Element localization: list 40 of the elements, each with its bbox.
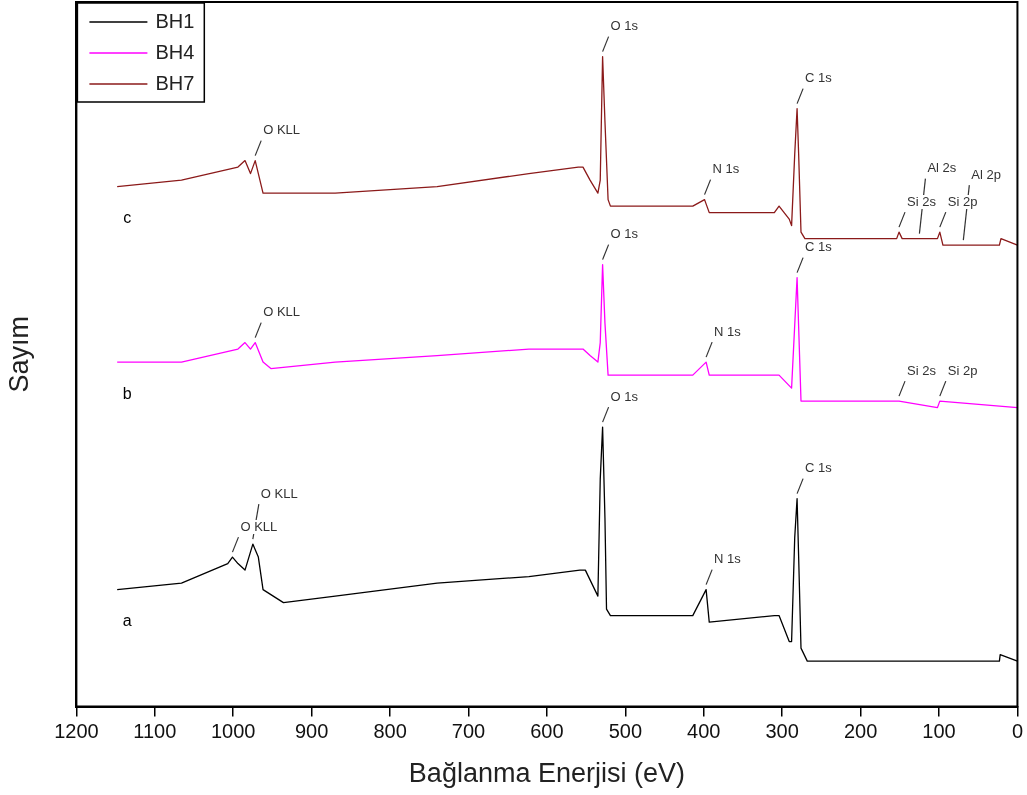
legend-label: BH4: [155, 40, 195, 63]
annotation: C 1s: [805, 70, 833, 86]
x-tick-label: 1000: [210, 720, 256, 743]
x-tick-label: 700: [451, 720, 486, 743]
x-tick-label: 600: [530, 720, 564, 743]
annotation: Si 2s: [907, 193, 937, 209]
annotation: C 1s: [805, 460, 833, 476]
x-axis-title: Bağlanma Enerjisi (eV): [408, 758, 685, 789]
x-tick-label: 400: [687, 720, 721, 743]
annotation: c: [123, 209, 132, 227]
annotation: N 1s: [714, 323, 742, 339]
x-tick-label: 800: [373, 720, 407, 743]
annotation: Si 2s: [907, 362, 937, 378]
annotation: O KLL: [260, 485, 298, 501]
x-tick-label: 0: [1011, 720, 1023, 743]
annotation: O 1s: [610, 226, 639, 242]
x-tick-label: 900: [294, 720, 329, 743]
x-tick-label: 500: [608, 720, 643, 743]
annotation: C 1s: [805, 239, 833, 255]
annotation: O 1s: [610, 388, 639, 404]
annotation: Si 2p: [947, 193, 978, 209]
annotation: O KLL: [240, 518, 278, 534]
annotation: O KLL: [263, 122, 301, 138]
annotation: O 1s: [610, 18, 639, 34]
annotation: Al 2s: [927, 160, 957, 176]
x-tick-label: 200: [843, 720, 878, 743]
annotation: b: [122, 384, 132, 402]
annotation: Si 2p: [947, 362, 978, 378]
annotation: Al 2p: [971, 166, 1001, 182]
x-tick-label: 1100: [133, 720, 177, 743]
x-tick-label: 100: [922, 720, 956, 743]
legend-label: BH1: [155, 9, 195, 32]
annotation: O KLL: [263, 304, 301, 320]
x-tick-label: 300: [765, 720, 799, 743]
annotation: a: [122, 612, 132, 630]
y-axis-title: Sayım: [3, 316, 34, 393]
annotation: N 1s: [714, 551, 742, 567]
x-tick-label: 1200: [54, 720, 99, 743]
legend-label: BH7: [155, 71, 195, 94]
annotation: N 1s: [712, 161, 740, 177]
